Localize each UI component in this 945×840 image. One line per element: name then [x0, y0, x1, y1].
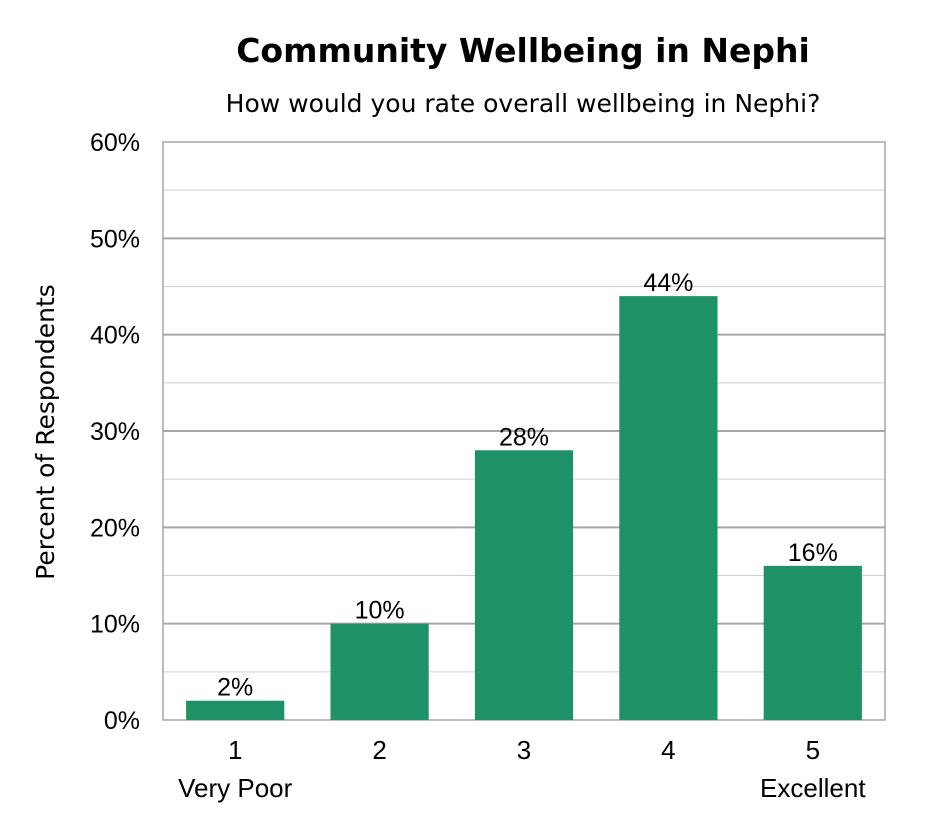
- y-tick-label: 60%: [90, 129, 140, 157]
- chart-title: Community Wellbeing in Nephi: [236, 31, 810, 70]
- bar: [619, 296, 718, 720]
- x-tick-label: 4: [661, 735, 675, 765]
- y-axis-label: Percent of Respondents: [31, 284, 60, 580]
- x-tick-label: 5: [806, 735, 820, 765]
- bar-value-label: 2%: [217, 674, 253, 702]
- x-tick-sublabel: Excellent: [760, 773, 866, 803]
- bar-value-label: 16%: [788, 539, 838, 567]
- y-tick-label: 50%: [90, 225, 140, 253]
- bar-value-label: 28%: [499, 423, 549, 451]
- y-tick-label: 10%: [90, 611, 140, 639]
- bar-value-label: 10%: [355, 597, 405, 625]
- bar: [763, 565, 862, 720]
- y-tick-label: 20%: [90, 514, 140, 542]
- bar: [186, 700, 285, 720]
- chart-subtitle: How would you rate overall wellbeing in …: [226, 89, 821, 118]
- y-tick-label: 0%: [104, 707, 140, 735]
- bars: 2% 10% 28% 44% 16%: [186, 269, 862, 720]
- bar-value-label: 44%: [643, 269, 693, 297]
- x-tick-sublabel: Very Poor: [178, 773, 293, 803]
- x-axis-categories: 1 Very Poor 2 3 4 5 Excellent: [178, 735, 866, 803]
- x-tick-label: 2: [372, 735, 386, 765]
- bar: [474, 450, 574, 720]
- y-tick-label: 40%: [90, 322, 140, 350]
- x-tick-label: 1: [228, 735, 242, 765]
- bar: [330, 623, 429, 720]
- x-tick-label: 3: [517, 735, 531, 765]
- y-axis-ticks: 0% 10% 20% 30% 40% 50% 60%: [90, 129, 140, 735]
- y-tick-label: 30%: [90, 418, 140, 446]
